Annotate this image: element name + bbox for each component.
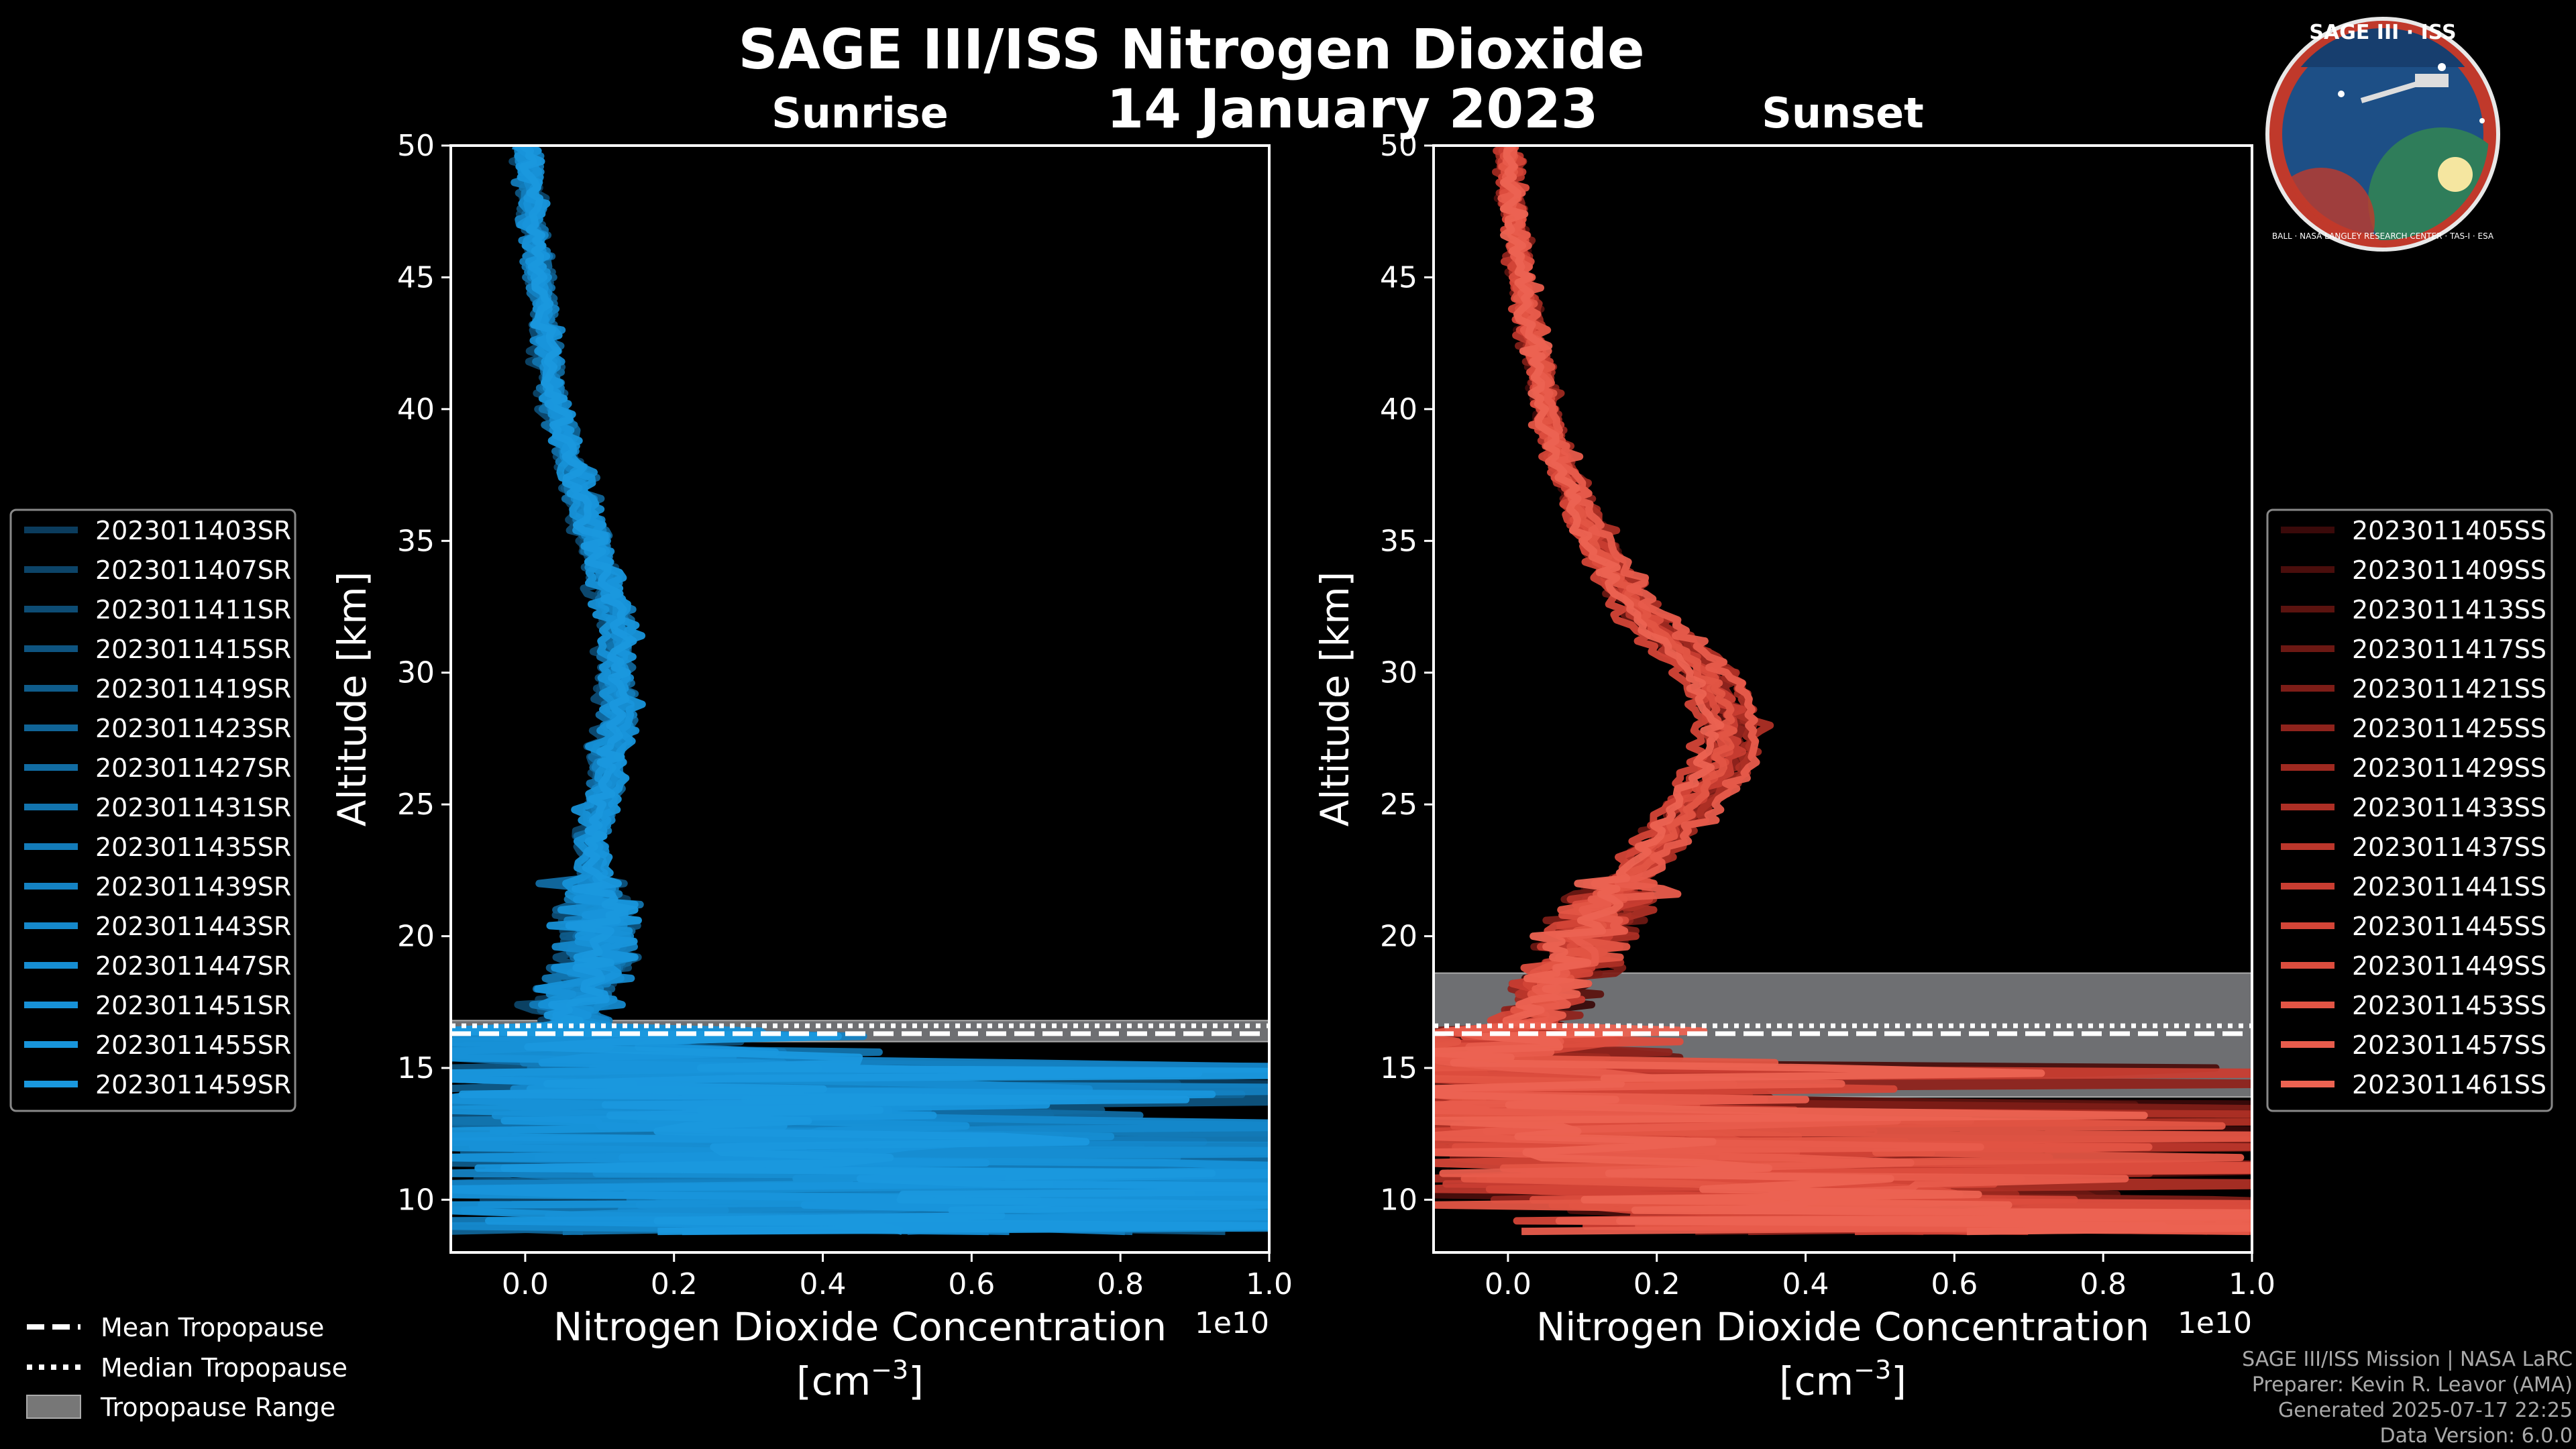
credit-preparer: Preparer: Kevin R. Leavor (AMA) xyxy=(2252,1373,2573,1397)
sunset-plot: 0.0 0.2 0.4 0.6 0.8 1.0 10 15 20 25 30 35 40 45 50 1e10… xyxy=(1312,129,2275,1404)
legend-label-2023011437SS: 2023011437SS xyxy=(2352,833,2546,862)
legend-label-2023011403SR: 2023011403SR xyxy=(95,516,291,545)
legend-label-2023011461SS: 2023011461SS xyxy=(2352,1070,2546,1099)
x-tick-label: 1.0 xyxy=(1246,1267,1293,1301)
y-tick-label: 25 xyxy=(397,788,435,822)
legend-label-2023011431SR: 2023011431SR xyxy=(95,793,291,822)
x-tick-label: 0.0 xyxy=(1485,1267,1532,1301)
legend-label-2023011439SR: 2023011439SR xyxy=(95,872,291,902)
credit-data-version: Data Version: 6.0.0 xyxy=(2380,1424,2573,1448)
y-tick-label: 20 xyxy=(1380,920,1417,954)
y-tick-label: 35 xyxy=(397,524,435,558)
y-tick-label: 40 xyxy=(1380,392,1417,427)
sunset-legend: 2023011405SS 2023011409SS 2023011413SS 2023… xyxy=(2266,508,2553,1112)
x-tick-label: 0.0 xyxy=(502,1267,549,1301)
x-tick-label: 0.4 xyxy=(800,1267,847,1301)
figure-date: 14 January 2023 xyxy=(1107,78,1599,140)
logo-subtext: BALL · NASA LANGLEY RESEARCH CENTER · TA… xyxy=(2272,231,2494,241)
y-tick-label: 40 xyxy=(397,392,435,427)
legend-label-2023011427SR: 2023011427SR xyxy=(95,753,291,783)
legend-label-2023011433SS: 2023011433SS xyxy=(2352,793,2546,822)
x-axis-label: Nitrogen Dioxide Concentration xyxy=(553,1304,1167,1350)
legend-label-2023011419SR: 2023011419SR xyxy=(95,674,291,704)
y-tick-label: 15 xyxy=(397,1051,435,1085)
plot-area-0 xyxy=(451,146,1269,1236)
median-tropopause-label: Median Tropopause xyxy=(101,1353,347,1383)
credit-mission: SAGE III/ISS Mission | NASA LaRC xyxy=(2242,1348,2573,1371)
mean-tropopause-label: Mean Tropopause xyxy=(101,1313,324,1342)
tropopause-range-swatch xyxy=(26,1395,81,1419)
legend-label-2023011443SR: 2023011443SR xyxy=(95,912,291,941)
y-tick-label: 15 xyxy=(1380,1051,1417,1085)
legend-label-2023011445SS: 2023011445SS xyxy=(2352,912,2546,941)
x-tick-label: 0.8 xyxy=(1097,1267,1144,1301)
x-tick-label: 0.4 xyxy=(1782,1267,1829,1301)
legend-label-2023011421SS: 2023011421SS xyxy=(2352,674,2546,704)
y-axis-label: Altitude [km] xyxy=(329,572,375,826)
tropopause-range-label: Tropopause Range xyxy=(100,1393,335,1422)
sunset-legend-frame xyxy=(2266,508,2553,1112)
plot-area-1 xyxy=(1434,146,2252,1236)
legend-label-2023011459SR: 2023011459SR xyxy=(95,1070,291,1099)
y-tick-label: 35 xyxy=(1380,524,1417,558)
legend-label-2023011435SR: 2023011435SR xyxy=(95,833,291,862)
x-tick-label: 0.2 xyxy=(1633,1267,1680,1301)
legend-label-2023011451SR: 2023011451SR xyxy=(95,991,291,1020)
x-tick-label: 0.2 xyxy=(651,1267,698,1301)
legend-label-2023011455SR: 2023011455SR xyxy=(95,1030,291,1060)
series-line-2023011461SS xyxy=(1434,146,2252,1236)
y-tick-label: 45 xyxy=(1380,260,1417,294)
y-tick-label: 10 xyxy=(1380,1183,1417,1217)
y-tick-label: 45 xyxy=(397,260,435,294)
legend-label-2023011457SS: 2023011457SS xyxy=(2352,1030,2546,1060)
y-tick-label: 50 xyxy=(397,129,435,163)
legend-label-2023011447SR: 2023011447SR xyxy=(95,951,291,981)
legend-label-2023011411SR: 2023011411SR xyxy=(95,595,291,625)
x-axis-unit: [cm−3] xyxy=(1779,1355,1907,1404)
x-axis-unit: [cm−3] xyxy=(796,1355,924,1404)
x-tick-label: 0.6 xyxy=(948,1267,995,1301)
legend-label-2023011425SS: 2023011425SS xyxy=(2352,714,2546,743)
legend-label-2023011415SR: 2023011415SR xyxy=(95,635,291,664)
logo-title: SAGE III · ISS xyxy=(2309,21,2456,44)
axes-frame xyxy=(449,144,1271,1254)
y-tick-label: 10 xyxy=(397,1183,435,1217)
legend-label-2023011429SS: 2023011429SS xyxy=(2352,753,2546,783)
legend-label-2023011441SS: 2023011441SS xyxy=(2352,872,2546,902)
y-tick-label: 30 xyxy=(397,656,435,690)
tropopause-legend: Mean Tropopause Median Tropopause Tropop… xyxy=(26,1313,347,1422)
x-scale-label: 1e10 xyxy=(2178,1306,2252,1340)
x-tick-label: 0.6 xyxy=(1931,1267,1978,1301)
x-scale-label: 1e10 xyxy=(1195,1306,1269,1340)
sunrise-plot: 0.0 0.2 0.4 0.6 0.8 1.0 10 15 20 25 30 35 40 45 50 1e10… xyxy=(329,129,1293,1404)
sunrise-legend-frame xyxy=(9,508,297,1112)
series-line-2023011459SR xyxy=(451,146,1269,1236)
y-tick-label: 30 xyxy=(1380,656,1417,690)
legend-label-2023011409SS: 2023011409SS xyxy=(2352,555,2546,585)
x-tick-label: 1.0 xyxy=(2229,1267,2275,1301)
legend-label-2023011453SS: 2023011453SS xyxy=(2352,991,2546,1020)
legend-label-2023011417SS: 2023011417SS xyxy=(2352,635,2546,664)
credits: SAGE III/ISS Mission | NASA LaRC Prepare… xyxy=(2242,1348,2573,1448)
y-tick-label: 20 xyxy=(397,920,435,954)
legend-label-2023011423SR: 2023011423SR xyxy=(95,714,291,743)
legend-label-2023011405SS: 2023011405SS xyxy=(2352,516,2546,545)
x-axis-label: Nitrogen Dioxide Concentration xyxy=(1536,1304,2149,1350)
y-tick-label: 25 xyxy=(1380,788,1417,822)
y-axis-label: Altitude [km] xyxy=(1312,572,1358,826)
axes-frame xyxy=(1432,144,2253,1254)
figure-title: SAGE III/ISS Nitrogen Dioxide xyxy=(738,18,1644,82)
legend-label-2023011449SS: 2023011449SS xyxy=(2352,951,2546,981)
sunrise-legend: 2023011403SR 2023011407SR 2023011411SR 2023… xyxy=(9,508,297,1112)
y-tick-label: 50 xyxy=(1380,129,1417,163)
credit-generated: Generated 2025-07-17 22:25 xyxy=(2278,1399,2573,1422)
legend-label-2023011407SR: 2023011407SR xyxy=(95,555,291,585)
panel-title-sunset: Sunset xyxy=(1762,89,1924,138)
sage-iii-iss-logo: SAGE III · ISS BALL · NASA LANGLEY RESEA… xyxy=(2265,17,2500,252)
panel-title-sunrise: Sunrise xyxy=(771,89,949,138)
legend-label-2023011413SS: 2023011413SS xyxy=(2352,595,2546,625)
series-line-2023011453SS xyxy=(1434,146,2252,1236)
x-tick-label: 0.8 xyxy=(2080,1267,2127,1301)
